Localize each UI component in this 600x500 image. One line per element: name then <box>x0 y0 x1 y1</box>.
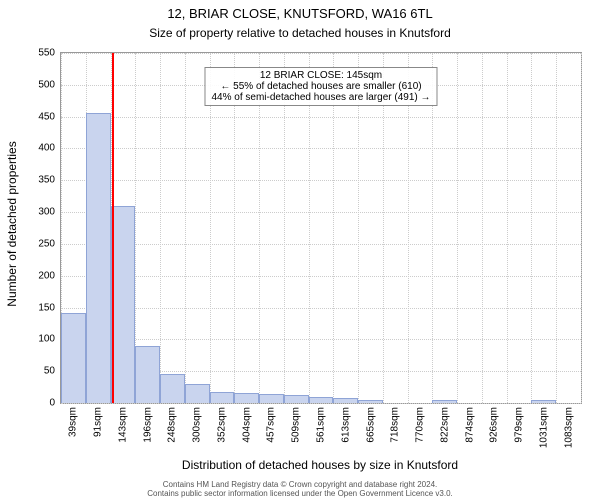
y-tick-label: 500 <box>38 79 61 90</box>
x-tick-label: 39sqm <box>68 403 79 437</box>
gridline-v <box>507 53 508 403</box>
y-tick-label: 100 <box>38 334 61 345</box>
x-tick-label: 665sqm <box>365 403 376 443</box>
gridline-h <box>61 117 581 118</box>
gridline-v <box>160 53 161 403</box>
histogram-bar <box>185 384 210 403</box>
x-tick-label: 770sqm <box>415 403 426 443</box>
histogram-bar <box>284 395 309 403</box>
histogram-bar <box>234 393 259 403</box>
reference-line <box>112 53 114 403</box>
x-tick-label: 874sqm <box>464 403 475 443</box>
x-tick-label: 404sqm <box>241 403 252 443</box>
histogram-bar <box>160 374 185 403</box>
y-tick-label: 150 <box>38 302 61 313</box>
footer-attribution: Contains HM Land Registry data © Crown c… <box>0 480 600 498</box>
y-tick-label: 300 <box>38 207 61 218</box>
y-tick-label: 550 <box>38 48 61 59</box>
x-axis-label: Distribution of detached houses by size … <box>60 458 580 472</box>
y-tick-label: 250 <box>38 238 61 249</box>
x-tick-label: 1083sqm <box>563 403 574 448</box>
annotation-line: ← 55% of detached houses are smaller (61… <box>211 81 430 92</box>
gridline-h <box>61 180 581 181</box>
gridline-v <box>556 53 557 403</box>
annotation-line: 44% of semi-detached houses are larger (… <box>211 92 430 103</box>
gridline-v <box>457 53 458 403</box>
x-tick-label: 509sqm <box>291 403 302 443</box>
gridline-h <box>61 53 581 54</box>
x-tick-label: 300sqm <box>192 403 203 443</box>
x-tick-label: 457sqm <box>266 403 277 443</box>
annotation-box: 12 BRIAR CLOSE: 145sqm← 55% of detached … <box>204 67 437 106</box>
x-tick-label: 718sqm <box>390 403 401 443</box>
x-tick-label: 248sqm <box>167 403 178 443</box>
y-axis-label: Number of detached properties <box>5 124 19 324</box>
histogram-bar <box>135 346 160 403</box>
gridline-h <box>61 276 581 277</box>
annotation-line: 12 BRIAR CLOSE: 145sqm <box>211 70 430 81</box>
gridline-h <box>61 244 581 245</box>
footer-line: Contains public sector information licen… <box>0 489 600 498</box>
x-tick-label: 979sqm <box>514 403 525 443</box>
chart-title: 12, BRIAR CLOSE, KNUTSFORD, WA16 6TL <box>0 6 600 21</box>
footer-line: Contains HM Land Registry data © Crown c… <box>0 480 600 489</box>
x-tick-label: 196sqm <box>142 403 153 443</box>
gridline-v <box>531 53 532 403</box>
histogram-bar <box>210 392 235 403</box>
gridline-h <box>61 339 581 340</box>
histogram-bar <box>111 206 136 403</box>
x-tick-label: 561sqm <box>316 403 327 443</box>
y-tick-label: 450 <box>38 111 61 122</box>
chart-subtitle: Size of property relative to detached ho… <box>0 26 600 40</box>
y-tick-label: 200 <box>38 270 61 281</box>
y-tick-label: 0 <box>49 398 61 409</box>
gridline-h <box>61 308 581 309</box>
x-tick-label: 143sqm <box>117 403 128 443</box>
histogram-bar <box>61 313 86 403</box>
x-tick-label: 91sqm <box>93 403 104 437</box>
histogram-bar <box>86 113 111 403</box>
gridline-h <box>61 148 581 149</box>
x-tick-label: 822sqm <box>439 403 450 443</box>
y-tick-label: 50 <box>44 366 61 377</box>
x-tick-label: 352sqm <box>216 403 227 443</box>
x-tick-label: 926sqm <box>489 403 500 443</box>
gridline-v <box>581 53 582 403</box>
x-tick-label: 1031sqm <box>538 403 549 448</box>
x-tick-label: 613sqm <box>340 403 351 443</box>
gridline-h <box>61 212 581 213</box>
y-tick-label: 400 <box>38 143 61 154</box>
plot-area: 05010015020025030035040045050055039sqm91… <box>60 52 582 404</box>
histogram-bar <box>259 394 284 403</box>
y-tick-label: 350 <box>38 175 61 186</box>
gridline-v <box>185 53 186 403</box>
gridline-v <box>482 53 483 403</box>
